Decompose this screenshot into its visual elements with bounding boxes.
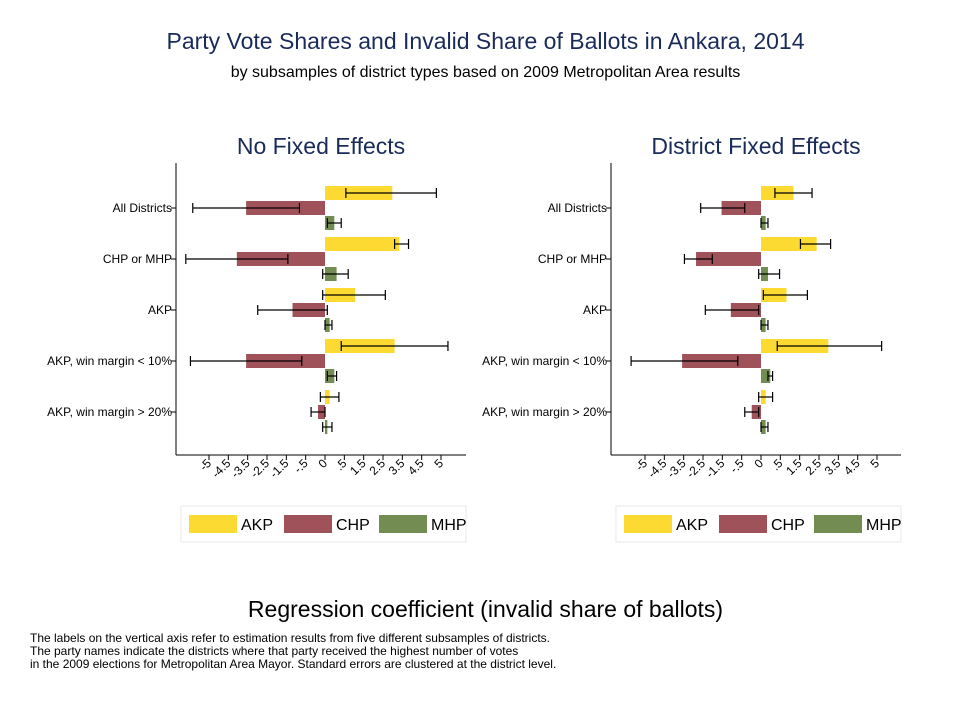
x-tick-label: 1.5: [783, 456, 805, 478]
category-label: All Districts: [548, 201, 607, 215]
footnote-line: in the 2009 elections for Metropolitan A…: [30, 657, 557, 671]
x-tick-label: 4.5: [405, 456, 427, 478]
x-tick-label: 0: [751, 456, 766, 471]
x-tick-label: 3.5: [386, 456, 408, 478]
legend-swatch-chp: [284, 515, 332, 533]
x-tick-label: 4.5: [841, 456, 863, 478]
category-label: CHP or MHP: [538, 252, 607, 266]
category-label: AKP: [148, 303, 172, 317]
category-label: AKP, win margin > 20%: [47, 405, 172, 419]
x-tick-label: 3.5: [822, 456, 844, 478]
legend-swatch-akp: [624, 515, 672, 533]
legend-swatch-mhp: [814, 515, 862, 533]
category-label: All Districts: [113, 201, 172, 215]
x-tick-label: -1.5: [703, 456, 728, 481]
category-label: AKP: [583, 303, 607, 317]
chart-panel: District Fixed Effects All Districts CHP o…: [482, 133, 902, 543]
x-tick-label: .5: [332, 456, 349, 473]
chart-subtitle: by subsamples of district types based on…: [230, 64, 741, 81]
legend-swatch-akp: [189, 515, 237, 533]
footnote-line: The labels on the vertical axis refer to…: [30, 631, 550, 645]
panel-title: District Fixed Effects: [651, 133, 860, 159]
footnote-line: The party names indicate the districts w…: [30, 644, 519, 658]
chart-panel: No Fixed Effects All Districts CHP or MHP A…: [47, 133, 467, 543]
legend-label: CHP: [336, 517, 370, 534]
panel-title: No Fixed Effects: [237, 133, 405, 159]
x-tick-label: 2.5: [366, 456, 388, 478]
chart-title: Party Vote Shares and Invalid Share of B…: [166, 28, 805, 54]
x-tick-label: .5: [768, 456, 785, 473]
footnote: The labels on the vertical axis refer to…: [30, 632, 556, 671]
legend-swatch-mhp: [379, 515, 427, 533]
x-tick-label: 2.5: [802, 456, 824, 478]
legend: AKP CHP MHP: [180, 505, 467, 543]
x-tick-label: 5: [431, 456, 446, 471]
x-tick-label: 5: [867, 456, 882, 471]
legend: AKP CHP MHP: [615, 505, 902, 543]
x-axis-title: Regression coefficient (invalid share of…: [247, 596, 724, 622]
x-tick-label: -1.5: [267, 456, 292, 481]
legend-label: MHP: [866, 517, 902, 534]
bar-akp: [761, 237, 817, 251]
category-label: AKP, win margin < 10%: [47, 354, 172, 368]
legend-label: MHP: [431, 517, 467, 534]
category-label: AKP, win margin < 10%: [482, 354, 607, 368]
bar-mhp: [761, 369, 771, 383]
legend-label: CHP: [771, 517, 805, 534]
legend-label: AKP: [241, 517, 273, 534]
x-tick-label: -.5: [291, 456, 311, 476]
x-tick-label: -.5: [727, 456, 747, 476]
chart-canvas: No Fixed Effects All Districts CHP or MHP A…: [47, 133, 902, 543]
x-tick-label: 0: [315, 456, 330, 471]
legend-label: AKP: [676, 517, 708, 534]
legend-swatch-chp: [719, 515, 767, 533]
x-tick-label: 1.5: [347, 456, 369, 478]
category-label: CHP or MHP: [103, 252, 172, 266]
category-label: AKP, win margin > 20%: [482, 405, 607, 419]
bar-akp: [325, 237, 400, 251]
